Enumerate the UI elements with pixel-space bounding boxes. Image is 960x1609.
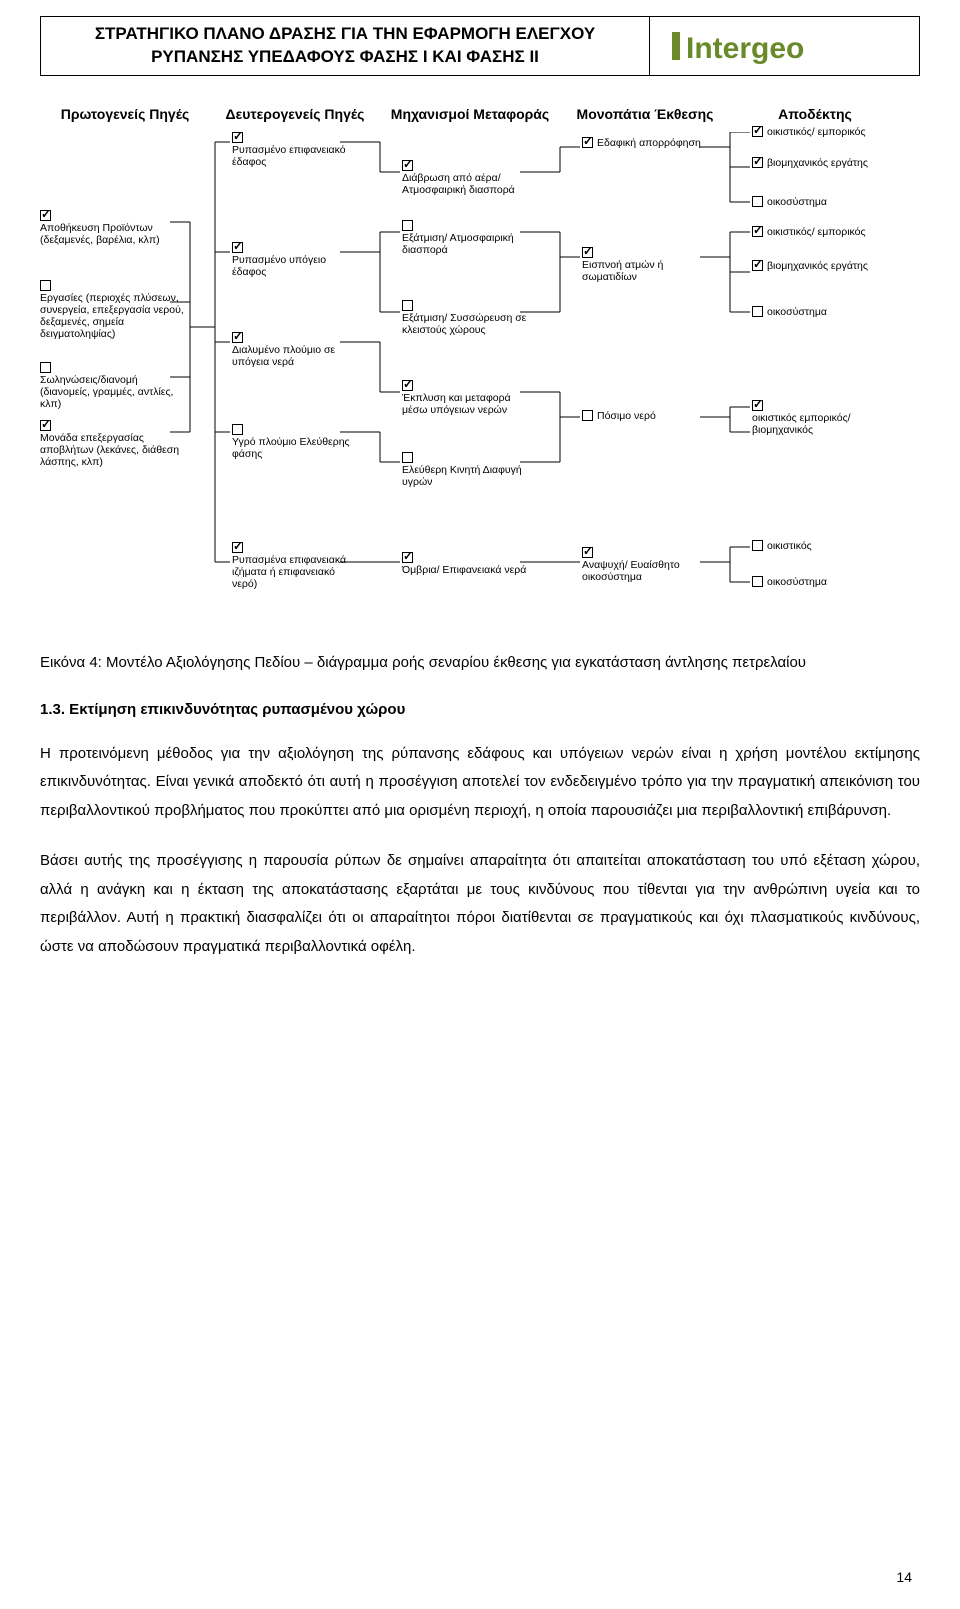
page-header: ΣΤΡΑΤΗΓΙΚΟ ΠΛΑΝΟ ΔΡΑΣΗΣ ΓΙΑ ΤΗΝ ΕΦΑΡΜΟΓΗ…: [40, 16, 920, 76]
node-mechanism: Ελεύθερη Κινητή Διαφυγή υγρών: [402, 452, 532, 488]
logo-text: Intergeo: [686, 32, 804, 65]
node-receptor: οικοσύστημα: [752, 576, 902, 588]
checkbox-icon: [232, 332, 243, 343]
header-title-line1: ΣΤΡΑΤΗΓΙΚΟ ΠΛΑΝΟ ΔΡΑΣΗΣ ΓΙΑ ΤΗΝ ΕΦΑΡΜΟΓΗ…: [51, 23, 639, 46]
checkbox-icon: [752, 306, 763, 317]
diagram-column-headers: Πρωτογενείς Πηγές Δευτερογενείς Πηγές Μη…: [40, 106, 920, 122]
checkbox-icon: [752, 540, 763, 551]
node-receptor: βιομηχανικός εργάτης: [752, 157, 902, 169]
page: ΣΤΡΑΤΗΓΙΚΟ ΠΛΑΝΟ ΔΡΑΣΗΣ ΓΙΑ ΤΗΝ ΕΦΑΡΜΟΓΗ…: [0, 0, 960, 1609]
node-secondary: Διαλυμένο πλούμιο σε υπόγεια νερά: [232, 332, 362, 368]
checkbox-icon: [582, 137, 593, 148]
node-secondary: Ρυπασμένο υπόγειο έδαφος: [232, 242, 362, 278]
col-header: Αποδέκτης: [730, 106, 900, 122]
node-exposure: Πόσιμο νερό: [582, 410, 712, 422]
node-primary: Σωληνώσεις/διανομή (διανομείς, γραμμές, …: [40, 362, 185, 410]
node-primary: Μονάδα επεξεργασίας αποβλήτων (λεκάνες, …: [40, 420, 190, 468]
node-secondary: Υγρό πλούμιο Ελεύθερης φάσης: [232, 424, 362, 460]
node-secondary: Ρυπασμένα επιφανειακά ιζήματα ή επιφανει…: [232, 542, 362, 590]
checkbox-icon: [752, 260, 763, 271]
node-primary: Εργασίες (περιοχές πλύσεων, συνεργεία, ε…: [40, 280, 190, 340]
checkbox-icon: [40, 420, 51, 431]
node-exposure: Εισπνοή ατμών ή σωματιδίων: [582, 247, 712, 283]
col-header: Δευτερογενείς Πηγές: [210, 106, 380, 122]
node-receptor: οικιστικός εμπορικός/ βιομηχανικός: [752, 400, 907, 436]
checkbox-icon: [40, 280, 51, 291]
col-header: Πρωτογενείς Πηγές: [40, 106, 210, 122]
checkbox-icon: [402, 300, 413, 311]
node-receptor: οικοσύστημα: [752, 306, 902, 318]
node-primary: Αποθήκευση Προϊόντων (δεξαμενές, βαρέλια…: [40, 210, 185, 246]
node-mechanism: Όμβρια/ Επιφανειακά νερά: [402, 552, 532, 576]
checkbox-icon: [232, 542, 243, 553]
body-paragraph: Βάσει αυτής της προσέγγισης η παρουσία ρ…: [40, 847, 920, 961]
checkbox-icon: [232, 132, 243, 143]
header-logo-box: Intergeo: [650, 16, 920, 76]
checkbox-icon: [752, 576, 763, 587]
diagram-canvas: Αποθήκευση Προϊόντων (δεξαμενές, βαρέλια…: [40, 132, 910, 612]
checkbox-icon: [402, 452, 413, 463]
node-receptor: βιομηχανικός εργάτης: [752, 260, 902, 272]
node-receptor: οικιστικός: [752, 540, 902, 552]
col-header: Μηχανισμοί Μεταφοράς: [380, 106, 560, 122]
col-header: Μονοπάτια Έκθεσης: [560, 106, 730, 122]
checkbox-icon: [232, 242, 243, 253]
checkbox-icon: [402, 380, 413, 391]
checkbox-icon: [402, 160, 413, 171]
checkbox-icon: [582, 547, 593, 558]
node-mechanism: Διάβρωση από αέρα/ Ατμοσφαιρική διασπορά: [402, 160, 532, 196]
checkbox-icon: [40, 210, 51, 221]
node-secondary: Ρυπασμένο επιφανειακό έδαφος: [232, 132, 362, 168]
node-mechanism: Εξάτμιση/ Ατμοσφαιρική διασπορά: [402, 220, 532, 256]
checkbox-icon: [752, 126, 763, 137]
checkbox-icon: [402, 552, 413, 563]
node-receptor: οικοσύστημα: [752, 196, 902, 208]
figure-caption: Εικόνα 4: Μοντέλο Αξιολόγησης Πεδίου – δ…: [40, 652, 920, 673]
intergeo-logo: Intergeo: [670, 26, 900, 66]
checkbox-icon: [752, 400, 763, 411]
checkbox-icon: [232, 424, 243, 435]
flow-diagram: Πρωτογενείς Πηγές Δευτερογενείς Πηγές Μη…: [40, 106, 920, 612]
node-mechanism: Εξάτμιση/ Συσσώρευση σε κλειστούς χώρους: [402, 300, 532, 336]
node-receptor: οικιστικός/ εμπορικός: [752, 126, 902, 138]
node-exposure: Αναψυχή/ Ευαίσθητο οικοσύστημα: [582, 547, 712, 583]
checkbox-icon: [402, 220, 413, 231]
node-receptor: οικιστικός/ εμπορικός: [752, 226, 902, 238]
node-exposure: Εδαφική απορρόφηση: [582, 137, 712, 149]
checkbox-icon: [752, 196, 763, 207]
page-number: 14: [896, 1569, 912, 1585]
node-mechanism: Έκπλυση και μεταφορά μέσω υπόγειων νερών: [402, 380, 532, 416]
body-paragraph: Η προτεινόμενη μέθοδος για την αξιολόγησ…: [40, 740, 920, 826]
checkbox-icon: [582, 410, 593, 421]
checkbox-icon: [40, 362, 51, 373]
checkbox-icon: [752, 226, 763, 237]
checkbox-icon: [752, 157, 763, 168]
header-title-box: ΣΤΡΑΤΗΓΙΚΟ ΠΛΑΝΟ ΔΡΑΣΗΣ ΓΙΑ ΤΗΝ ΕΦΑΡΜΟΓΗ…: [40, 16, 650, 76]
checkbox-icon: [582, 247, 593, 258]
header-title-line2: ΡΥΠΑΝΣΗΣ ΥΠΕΔΑΦΟΥΣ ΦΑΣΗΣ I ΚΑΙ ΦΑΣΗΣ II: [51, 46, 639, 69]
section-heading: 1.3. Εκτίμηση επικινδυνότητας ρυπασμένου…: [40, 701, 920, 718]
